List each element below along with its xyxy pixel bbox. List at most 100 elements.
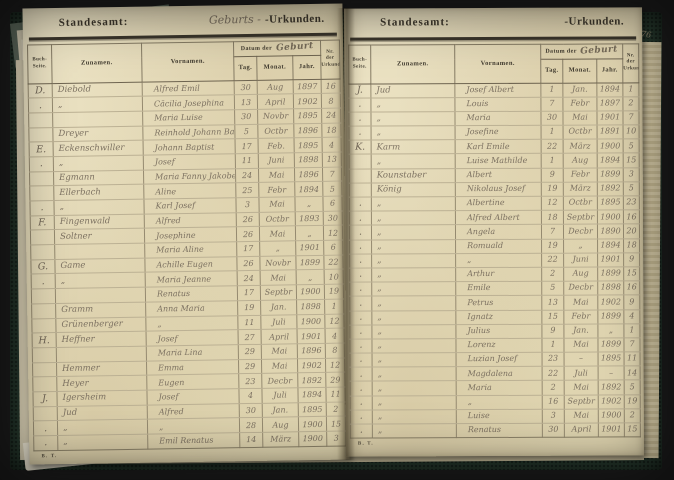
cell-monat: Mai [564,380,599,395]
cell-tag: 16 [542,394,565,410]
cell-section-letter: . [349,211,372,226]
cell-section-letter: . [29,200,55,216]
cell-jahr: 1894 [596,82,623,97]
col-header-datum: Datum der Geburt [540,43,623,59]
cell-nr: 5 [623,139,640,154]
table-row: . „ Lorenz 1 Mai 1899 7 [349,337,641,354]
cell-monat: Juni [258,152,295,168]
cell-vorname: Luzian Josef [456,352,543,367]
col-header-zunamen: Zunamen. [370,44,455,84]
cell-vorname: Romuald [455,238,542,254]
cell-tag: 18 [541,210,564,225]
cell-tag: 23 [542,352,565,367]
standesamt-label: Standesamt: [380,16,450,29]
cell-nr: 30 [323,210,343,226]
cell-tag: 26 [236,212,260,228]
cell-nr: 29 [325,372,345,388]
cell-tag: 13 [541,295,564,310]
cell-monat: März [563,139,598,154]
urkunden-label: -Urkunden. [264,12,325,26]
cell-tag: 27 [238,329,262,345]
cell-section-letter [32,362,57,378]
col-header-buch-seite: Buch- Seite. [27,44,53,84]
cell-vorname: Josef [146,329,239,347]
cell-jahr: 1900 [296,313,326,329]
cell-section-letter: D. [28,83,53,99]
cell-zuname: Jud [57,404,148,421]
cell-nr: 12 [325,357,345,373]
cell-monat: Decbr [261,373,298,389]
cell-tag: 29 [238,358,262,374]
cell-vorname: Renatus [145,285,238,302]
cell-zuname: „ [52,96,143,113]
handwritten-record-type: Geburts - [208,12,262,27]
cell-section-letter [349,154,372,169]
cell-tag: 13 [234,94,258,110]
cell-monat: Jan. [562,82,597,97]
cell-vorname: Albert [455,167,542,183]
cell-tag: 1 [541,125,564,140]
cell-vorname: „ [456,394,543,410]
cell-monat: Febr [563,309,598,324]
cell-vorname: Ignatz [455,309,542,325]
cell-tag: 17 [236,241,260,257]
cell-zuname: „ [371,154,456,169]
urkunden-label: -Urkunden. [564,15,625,28]
cell-jahr: 1900 [597,210,624,225]
cell-zuname: Karm [371,139,456,155]
table-row: . „ „ 22 Juni 1901 9 [349,252,640,269]
cell-jahr: 1896 [293,122,323,139]
cell-vorname: Josef [146,388,240,405]
cell-monat: April [257,93,294,110]
cell-tag: 17 [237,285,261,301]
cell-zuname: „ [371,253,456,268]
cell-tag: 2 [541,267,564,282]
cell-nr: 15 [326,416,346,432]
cell-vorname: Magdalena [456,366,543,382]
cell-section-letter: . [349,324,372,340]
cell-zuname: „ [370,97,455,112]
table-row: . „ Alfred Albert 18 Septbr 1900 16 [349,210,640,226]
cell-monat: – [564,352,599,367]
cell-jahr: 1902 [598,394,625,409]
cell-vorname: Maria [454,111,542,126]
cell-section-letter: . [33,435,58,451]
cell-jahr: 1895 [598,351,625,367]
cell-nr: 19 [324,284,344,300]
cell-nr: 5 [322,181,342,197]
cell-tag: 22 [541,139,564,154]
cell-tag: 25 [235,182,259,198]
cell-jahr: 1894 [597,153,624,168]
cell-section-letter: . [348,111,372,127]
table-row: J. Jud Josef Albert 1 Jan. 1894 1 [348,82,639,98]
cell-jahr: 1898 [597,281,624,296]
cell-monat: April [261,328,298,345]
table-row: „ Luise Mathilde 1 Aug 1894 15 [349,153,640,169]
cell-jahr: 1897 [293,78,322,94]
table-body: D. Diebold Alfred Emil 30 Aug 1897 16 . … [28,78,346,451]
cell-nr: 8 [325,342,345,358]
cell-monat: Aug [257,79,294,95]
cell-jahr: 1892 [598,380,625,395]
cell-monat: Mai [261,358,298,374]
cell-monat: Juni [563,252,598,268]
cell-monat: Decbr [563,281,598,296]
cell-nr: 10 [324,269,344,285]
cell-nr: 16 [623,280,640,296]
cell-monat: Mai [261,343,298,359]
cell-nr: 10 [623,124,640,140]
cell-jahr: 1894 [597,238,624,253]
cell-zuname: Hemmer [56,360,147,377]
cell-monat: Octbr [563,196,598,211]
cell-nr: 2 [326,401,346,417]
cell-zuname [54,243,145,260]
cell-jahr: 1899 [597,266,624,282]
table-row: . „ Romuald 19 „ 1894 18 [349,238,640,254]
cell-tag: 26 [236,226,260,242]
cell-jahr: 1900 [298,431,327,447]
cell-zuname: Dreyer [52,125,144,142]
cell-vorname: Johann Baptist [143,138,236,156]
cell-vorname: Maria Jeanne [145,271,238,288]
cell-zuname: Soltner [54,228,145,245]
cell-monat: Aug [262,417,299,433]
